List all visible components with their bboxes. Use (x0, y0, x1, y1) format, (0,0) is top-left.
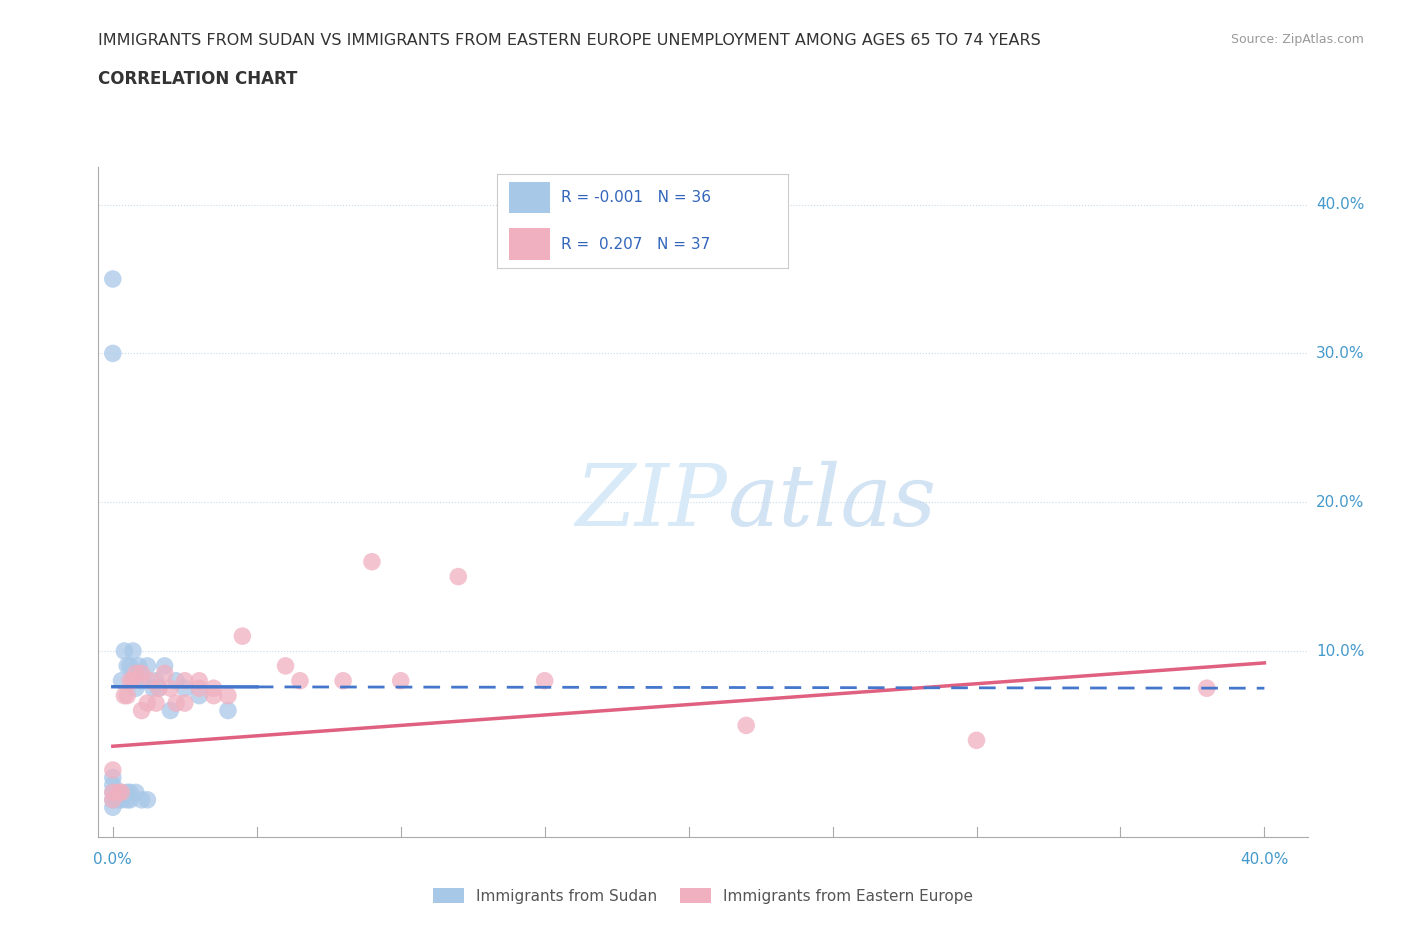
Point (131, 703, 153, 718)
Point (125, 666, 148, 681)
Point (122, 644, 145, 658)
Text: IMMIGRANTS FROM SUDAN VS IMMIGRANTS FROM EASTERN EUROPE UNEMPLOYMENT AMONG AGES : IMMIGRANTS FROM SUDAN VS IMMIGRANTS FROM… (98, 33, 1042, 47)
Text: Source: ZipAtlas.com: Source: ZipAtlas.com (1230, 33, 1364, 46)
Point (131, 792, 153, 807)
Point (217, 688, 239, 703)
Point (966, 733, 988, 748)
Point (217, 703, 239, 718)
Point (131, 666, 153, 681)
Point (107, 792, 129, 807)
Point (153, 658, 176, 673)
Text: CORRELATION CHART: CORRELATION CHART (98, 70, 298, 87)
Point (125, 681, 148, 696)
Point (107, 785, 129, 800)
Point (202, 681, 225, 696)
Point (101, 785, 124, 800)
Point (173, 696, 195, 711)
Point (153, 666, 176, 681)
Text: 10.0%: 10.0% (1316, 644, 1365, 658)
Point (122, 673, 145, 688)
Point (120, 658, 142, 673)
Point (389, 673, 412, 688)
Point (110, 785, 132, 800)
Text: atlas: atlas (727, 461, 936, 543)
Point (115, 658, 138, 673)
Point (115, 792, 138, 807)
Point (101, 792, 124, 807)
Text: 20.0%: 20.0% (1316, 495, 1365, 510)
Point (131, 673, 153, 688)
Point (136, 658, 159, 673)
Text: 40.0%: 40.0% (1240, 852, 1288, 867)
Point (128, 658, 150, 673)
Point (112, 688, 135, 703)
Point (173, 673, 195, 688)
Point (159, 703, 181, 718)
Point (120, 792, 142, 807)
Legend: Immigrants from Sudan, Immigrants from Eastern Europe: Immigrants from Sudan, Immigrants from E… (427, 882, 979, 910)
Point (115, 688, 138, 703)
Point (533, 673, 555, 688)
Point (142, 681, 165, 696)
Point (110, 785, 132, 800)
Point (101, 272, 124, 286)
Point (110, 792, 132, 807)
Point (148, 681, 170, 696)
Point (159, 681, 181, 696)
Text: 0.0%: 0.0% (93, 852, 132, 867)
Point (173, 681, 195, 696)
Point (101, 777, 124, 792)
Point (115, 785, 138, 800)
Point (231, 629, 253, 644)
Text: ZIP: ZIP (575, 461, 727, 543)
Point (139, 673, 162, 688)
Point (188, 688, 211, 703)
Point (288, 673, 311, 688)
Point (274, 658, 297, 673)
Point (165, 696, 187, 711)
Point (145, 673, 167, 688)
Point (1195, 681, 1218, 696)
Point (101, 800, 124, 815)
Point (107, 785, 129, 800)
Point (125, 785, 148, 800)
Point (110, 673, 132, 688)
Point (112, 644, 135, 658)
Point (361, 554, 384, 569)
Text: 30.0%: 30.0% (1316, 346, 1365, 361)
Point (101, 346, 124, 361)
Text: 40.0%: 40.0% (1316, 197, 1365, 212)
Point (188, 681, 211, 696)
Point (447, 569, 470, 584)
Point (735, 718, 758, 733)
Point (145, 696, 167, 711)
Point (136, 792, 159, 807)
Point (148, 681, 170, 696)
Point (101, 770, 124, 785)
Point (101, 792, 124, 807)
Point (332, 673, 354, 688)
Point (188, 673, 211, 688)
Point (120, 673, 142, 688)
Point (202, 688, 225, 703)
Point (136, 696, 159, 711)
Point (120, 785, 142, 800)
Point (165, 673, 187, 688)
Point (101, 763, 124, 777)
Point (101, 785, 124, 800)
